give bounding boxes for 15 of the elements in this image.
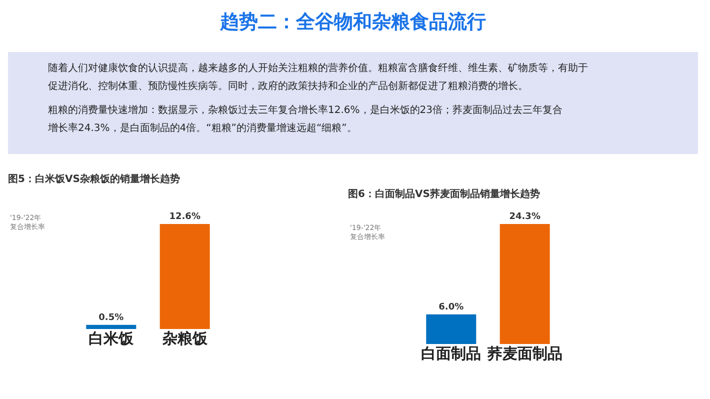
x-tick-label: 白面制品 (421, 344, 482, 362)
text: 随着人们对健康饮食的认识提高，越来越多的人开始关注粗粮的营养价值。粗粮富含膳食纤维、维生素、矿物质等，有助于 (48, 62, 588, 74)
chart-title: 图5：白米饭VS杂粮饭的销量增长趋势 (8, 173, 180, 185)
text: 促进消化、控制体重、预防慢性疾病等。同时，政府的政策扶持和企业的产品创新都促进了粗粮消费的增长。 (48, 80, 528, 92)
x-tick-label: 杂粮饭 (161, 330, 208, 348)
data-label: 6.0% (438, 302, 464, 312)
data-label: 12.6% (169, 212, 200, 222)
data-label: 0.5% (98, 312, 124, 323)
text: 粗粮的消费量快速增加：数据显示，杂粮饭过去三年复合增长率12.6%，是白米饭的23倍；荞麦面制品过去三年复合 (48, 104, 562, 116)
chart-title: 图6：白面制品VS荞麦面制品销量增长趋势 (348, 188, 540, 200)
data-label: 24.3% (509, 212, 540, 222)
text: 趋势二：全谷物和杂粮食品流行 (219, 11, 486, 33)
x-tick-label: 荞麦面制品 (486, 344, 562, 362)
x-tick-label: 白米饭 (88, 330, 135, 348)
text: 增长率24.3%，是白面制品的4倍。“粗粮”的消费量增速远超“细粮”。 (47, 122, 357, 134)
